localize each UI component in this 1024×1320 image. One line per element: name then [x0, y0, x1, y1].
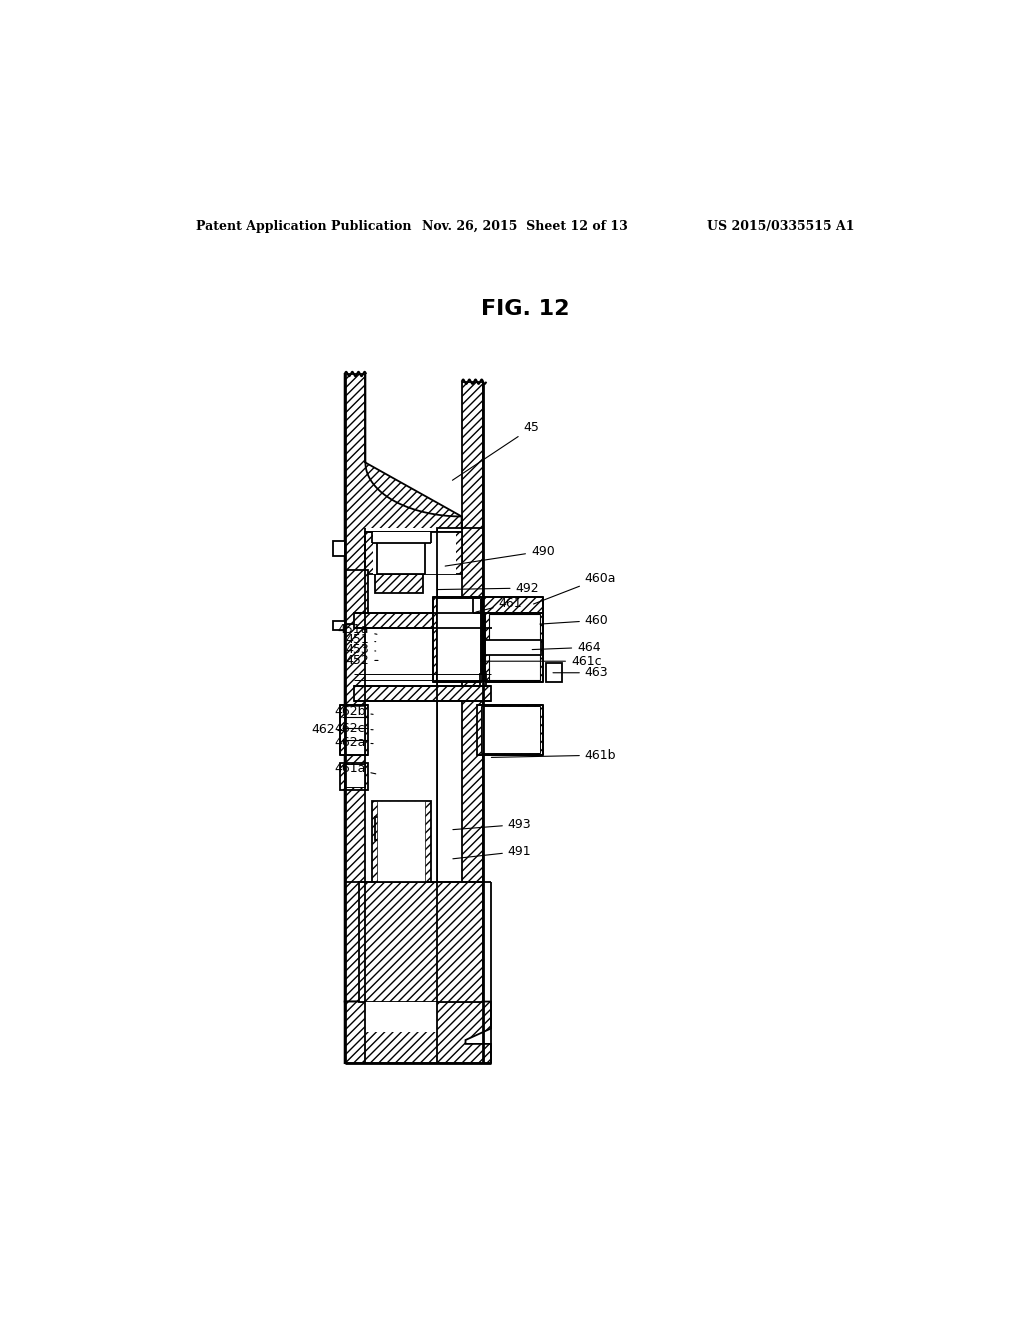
Text: 491: 491 — [453, 845, 531, 859]
Bar — [547, 663, 562, 682]
Bar — [333, 622, 345, 631]
Text: 492: 492 — [437, 582, 540, 594]
Bar — [359, 882, 483, 1002]
Bar — [366, 532, 462, 574]
Bar — [354, 612, 493, 628]
Bar — [481, 706, 541, 752]
Text: 462b: 462b — [334, 705, 373, 718]
Bar — [354, 686, 490, 701]
Text: Nov. 26, 2015  Sheet 12 of 13: Nov. 26, 2015 Sheet 12 of 13 — [422, 219, 628, 232]
Bar — [344, 706, 366, 754]
Bar — [340, 763, 368, 789]
Text: 453: 453 — [345, 643, 376, 656]
Bar — [480, 675, 486, 686]
Bar — [333, 541, 345, 557]
Bar — [436, 598, 480, 680]
Bar — [375, 574, 423, 594]
Polygon shape — [462, 381, 483, 1002]
Bar — [366, 1002, 437, 1032]
Text: 462c: 462c — [335, 722, 373, 735]
Bar — [484, 640, 541, 655]
Bar — [344, 763, 366, 788]
Bar — [484, 612, 543, 682]
Text: Patent Application Publication: Patent Application Publication — [196, 219, 412, 232]
Text: 462a: 462a — [334, 735, 373, 748]
Bar — [372, 532, 431, 544]
Bar — [340, 705, 368, 755]
Text: 462: 462 — [311, 723, 335, 737]
Polygon shape — [345, 374, 462, 1002]
Bar — [477, 705, 543, 755]
Text: 463: 463 — [553, 667, 608, 680]
Bar — [372, 801, 431, 882]
Text: 451: 451 — [345, 634, 376, 647]
Bar — [366, 528, 437, 1002]
Text: 461c: 461c — [482, 655, 602, 668]
Text: FIG. 12: FIG. 12 — [480, 298, 569, 318]
Text: 490: 490 — [445, 545, 555, 566]
Bar — [345, 570, 368, 624]
Bar — [433, 597, 482, 682]
Text: 452: 452 — [345, 653, 378, 667]
Text: US 2015/0335515 A1: US 2015/0335515 A1 — [707, 219, 854, 232]
Text: 493: 493 — [453, 818, 531, 832]
Bar — [488, 614, 541, 680]
Text: 460a: 460a — [534, 572, 616, 605]
Bar — [373, 532, 456, 574]
Text: 45: 45 — [453, 421, 539, 480]
Bar — [377, 801, 425, 882]
Bar — [375, 817, 423, 840]
Text: 464: 464 — [532, 640, 601, 653]
Polygon shape — [345, 1002, 490, 1063]
Text: 461a: 461a — [334, 762, 376, 775]
Text: 461b: 461b — [492, 748, 616, 762]
Text: 461: 461 — [476, 597, 522, 612]
Text: 451a: 451a — [338, 623, 377, 636]
Text: 460: 460 — [540, 614, 608, 627]
Bar — [377, 532, 425, 544]
Bar — [473, 597, 543, 612]
